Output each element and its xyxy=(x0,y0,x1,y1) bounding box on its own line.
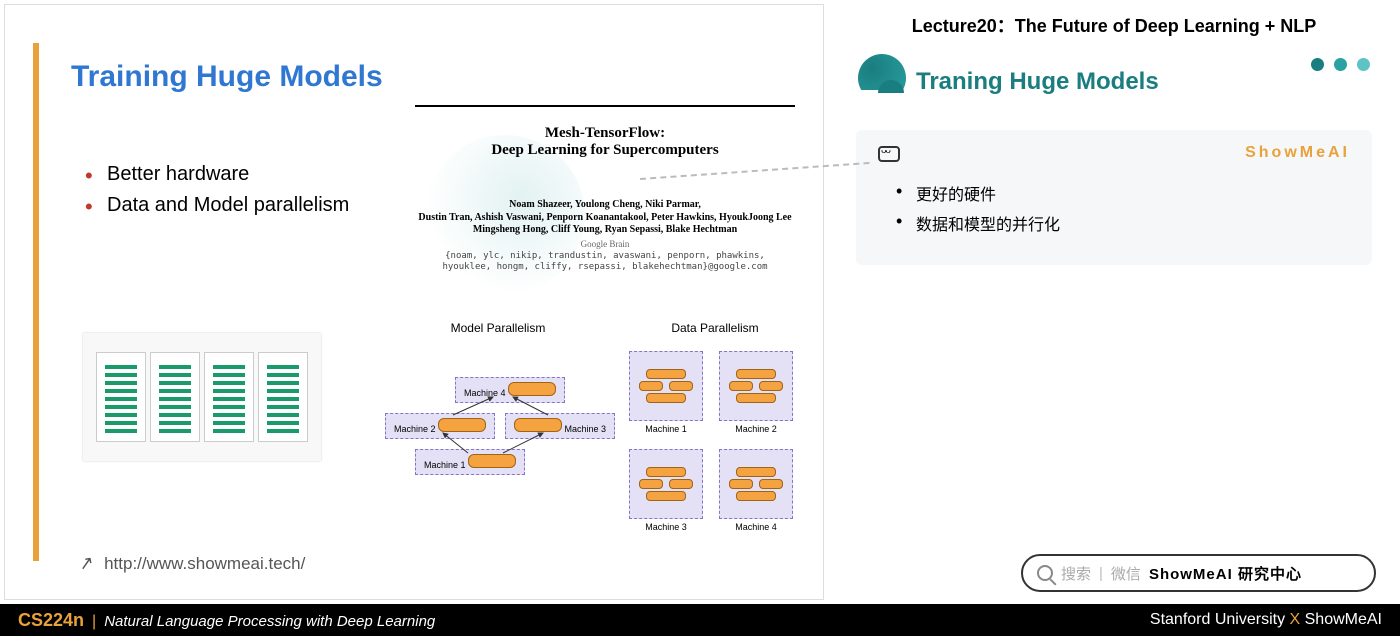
model-parallelism-diagram: Model Parallelism Machine 4 Machine 2 Ma… xyxy=(383,321,613,501)
search-hint: 搜索 xyxy=(1061,563,1091,584)
right-title: Traning Huge Models xyxy=(916,68,1372,96)
bullet-item: 更好的硬件 xyxy=(896,181,1350,205)
search-icon xyxy=(1037,565,1053,581)
paper-affiliation: Google Brain xyxy=(415,239,795,249)
paper-emails: {noam, ylc, nikip, trandustin, avaswani,… xyxy=(415,251,795,262)
footer-bar: CS224n | Natural Language Processing wit… xyxy=(0,604,1400,636)
translation-pane: Lecture20：The Future of Deep Learning + … xyxy=(828,0,1400,604)
diagram-title: Model Parallelism xyxy=(383,321,613,335)
bullet-item: Data and Model parallelism xyxy=(85,194,349,217)
translation-card: ShowMeAI 更好的硬件 数据和模型的并行化 xyxy=(856,130,1372,265)
separator: | xyxy=(1099,565,1103,582)
machine-label: Machine 3 xyxy=(630,522,702,532)
slide-title: Training Huge Models xyxy=(71,60,383,94)
accent-bar xyxy=(33,43,39,561)
course-subtitle: Natural Language Processing with Deep Le… xyxy=(104,613,435,630)
machine-label: Machine 1 xyxy=(424,460,466,470)
cursor-icon xyxy=(79,553,94,574)
bullet-item: 数据和模型的并行化 xyxy=(896,211,1350,235)
diagram-title: Data Parallelism xyxy=(625,321,805,335)
paper-authors: Noam Shazeer, Youlong Cheng, Niki Parmar… xyxy=(415,199,795,212)
machine-label: Machine 2 xyxy=(394,424,436,434)
paper-authors: Mingsheng Hong, Cliff Young, Ryan Sepass… xyxy=(415,224,795,237)
source-url: http://www.showmeai.tech/ xyxy=(79,553,305,574)
decorative-circle xyxy=(858,54,906,102)
machine-label: Machine 4 xyxy=(464,388,506,398)
paper-emails: hyouklee, hongm, cliffy, rsepassi, blake… xyxy=(415,262,795,273)
machine-label: Machine 3 xyxy=(565,424,607,434)
machine-label: Machine 2 xyxy=(720,424,792,434)
machine-label: Machine 1 xyxy=(630,424,702,434)
paper-citation: Mesh-TensorFlow: Deep Learning for Super… xyxy=(415,105,795,273)
slide-pane: Training Huge Models Better hardware Dat… xyxy=(4,4,824,600)
separator: | xyxy=(92,613,96,631)
brand-label: ShowMeAI xyxy=(1245,144,1350,162)
course-code: CS224n xyxy=(18,610,84,631)
data-parallelism-diagram: Data Parallelism Machine 1 Machine 2 Mac… xyxy=(625,321,805,521)
bullet-item: Better hardware xyxy=(85,163,349,186)
robot-icon xyxy=(878,146,900,162)
footer-credit: Stanford University X ShowMeAI xyxy=(1150,611,1382,629)
translation-bullets: 更好的硬件 数据和模型的并行化 xyxy=(896,181,1350,235)
search-bold: ShowMeAI 研究中心 xyxy=(1149,563,1302,584)
hardware-photo xyxy=(83,333,321,461)
paper-authors: Dustin Tran, Ashish Vaswani, Penporn Koa… xyxy=(415,212,795,225)
search-hint: 微信 xyxy=(1111,563,1141,584)
paper-title-line: Mesh-TensorFlow: xyxy=(415,125,795,142)
search-pill[interactable]: 搜索 | 微信 ShowMeAI 研究中心 xyxy=(1021,554,1376,592)
url-text: http://www.showmeai.tech/ xyxy=(104,554,305,574)
machine-label: Machine 4 xyxy=(720,522,792,532)
paper-title-line: Deep Learning for Supercomputers xyxy=(415,142,795,159)
lecture-title: Lecture20：The Future of Deep Learning + … xyxy=(856,12,1372,38)
decorative-dots xyxy=(1311,58,1370,71)
slide-bullets: Better hardware Data and Model paralleli… xyxy=(85,163,349,225)
